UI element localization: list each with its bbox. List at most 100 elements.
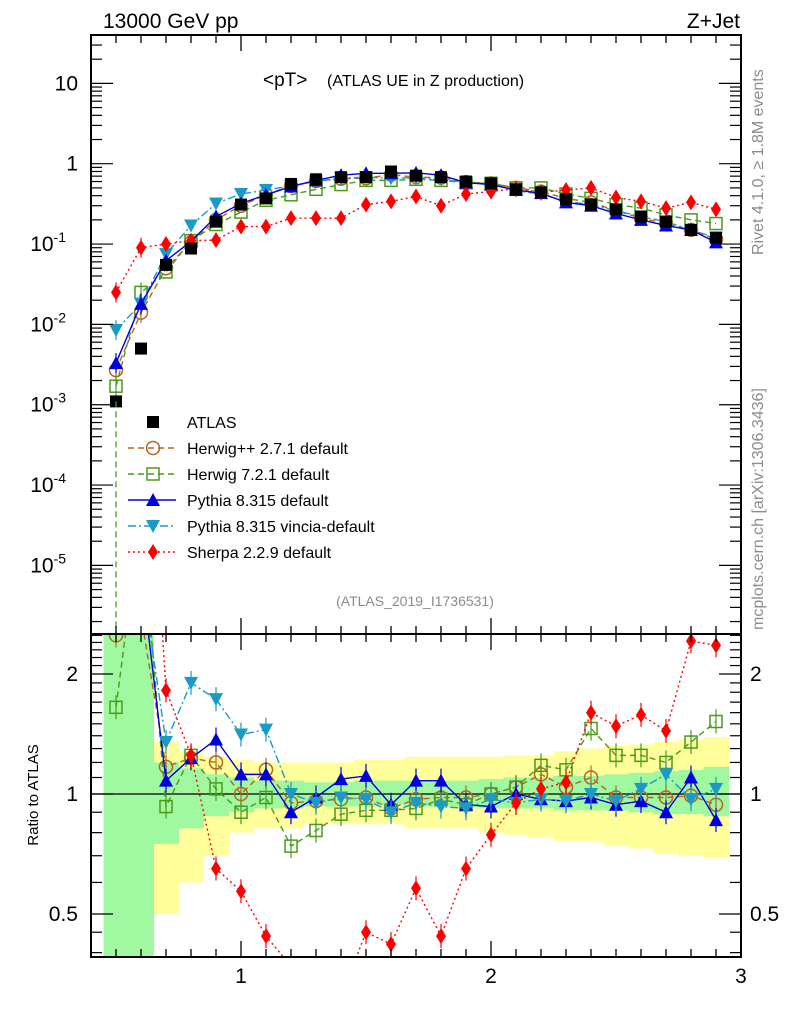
data-point	[686, 194, 696, 211]
stat-uncertainty-band	[128, 634, 154, 957]
y-tick-label: 1	[66, 153, 78, 176]
data-point	[260, 192, 272, 205]
ratio-data-point	[109, 700, 123, 715]
ratio-data-point	[609, 795, 623, 809]
data-point	[286, 210, 296, 227]
legend-item: Herwig++ 2.7.1 default	[128, 440, 349, 458]
data-point	[611, 189, 621, 206]
ratio-y-tick-label-left: 1	[66, 783, 78, 806]
y-tick-exponent: -2	[54, 309, 67, 325]
ratio-data-point	[236, 883, 246, 900]
x-tick-label: 1	[235, 965, 247, 988]
ratio-data-point	[134, 565, 148, 578]
legend-label: Pythia 8.315 default	[187, 493, 329, 510]
ratio-data-point	[684, 770, 698, 784]
y-tick-label: 10	[55, 72, 78, 95]
y-tick-exponent: -5	[54, 550, 67, 566]
mcplots-label: mcplots.cern.ch [arXiv:1306.3436]	[750, 388, 767, 630]
data-point	[710, 231, 722, 244]
data-point	[485, 177, 497, 190]
ratio-data-point	[684, 793, 698, 807]
ratio-data-point	[359, 768, 373, 782]
ratio-data-point	[209, 693, 223, 707]
ratio-data-point	[611, 718, 621, 735]
analysis-id-label: (ATLAS_2019_I1736531)	[336, 593, 494, 609]
data-point	[310, 173, 322, 186]
y-tick-label: 10-1	[30, 229, 66, 256]
series-atlas	[110, 165, 722, 408]
series-herwig-7-2-1-default	[109, 172, 723, 397]
ratio-data-point	[336, 989, 346, 1005]
ratio-data-point	[159, 736, 173, 750]
ratio-data-point	[209, 732, 223, 746]
ratio-data-point	[436, 928, 446, 945]
data-point	[585, 198, 597, 211]
ratio-data-point	[234, 767, 248, 781]
ratio-data-point	[284, 787, 298, 801]
ratio-data-point	[259, 790, 273, 805]
ratio-data-point	[208, 755, 224, 770]
legend-label: Sherpa 2.2.9 default	[187, 545, 332, 562]
ratio-data-point	[386, 936, 396, 953]
ratio-data-point	[409, 773, 423, 787]
data-point	[410, 169, 422, 182]
legend-marker	[147, 416, 159, 428]
ratio-series-pythia-8-315-vincia-default	[149, 634, 723, 825]
data-point	[436, 197, 446, 214]
data-point	[285, 177, 297, 190]
data-point	[386, 193, 396, 210]
y-tick-exponent: -4	[54, 470, 67, 486]
data-point	[209, 197, 223, 211]
data-point	[236, 218, 246, 235]
ratio-data-point	[461, 860, 471, 877]
ratio-data-point	[484, 793, 498, 807]
y-tick-label: 10-4	[30, 470, 66, 497]
ratio-data-point	[634, 782, 648, 796]
ratio-data-point	[184, 676, 198, 690]
ratio-data-point	[334, 791, 348, 805]
stat-uncertainty-band	[103, 634, 129, 957]
ratio-data-point	[534, 758, 548, 773]
data-point	[411, 188, 421, 205]
y-tick-label: 10-2	[30, 309, 66, 336]
data-point	[160, 258, 172, 271]
ratio-data-point	[634, 748, 648, 763]
process-label: Z+Jet	[687, 10, 740, 33]
ratio-data-point	[135, 609, 148, 622]
data-point	[385, 165, 397, 178]
legend-marker	[146, 520, 160, 533]
legend-item: Herwig 7.2.1 default	[128, 467, 330, 484]
data-point	[360, 171, 372, 184]
data-point	[660, 215, 672, 228]
data-point	[661, 200, 671, 217]
legend-item: Pythia 8.315 default	[128, 493, 329, 510]
x-tick-label: 2	[485, 965, 497, 988]
ratio-y-tick-label-right: 2	[750, 663, 762, 686]
data-point	[185, 242, 197, 255]
ratio-data-point	[311, 978, 321, 994]
data-point	[510, 183, 522, 196]
data-point	[711, 201, 721, 218]
ratio-y-tick-label-right: 1	[750, 783, 762, 806]
ratio-data-point	[536, 780, 546, 797]
legend-marker	[146, 493, 160, 506]
ratio-data-point	[684, 735, 698, 749]
data-point	[361, 196, 371, 213]
ratio-data-point	[111, 251, 121, 267]
series-line	[115, 178, 717, 387]
ratio-data-point	[711, 637, 721, 654]
plot-title-sub: (ATLAS UE in Z production)	[327, 73, 524, 90]
ratio-data-point	[234, 805, 248, 819]
legend-marker	[146, 467, 160, 481]
legend: ATLAS Herwig++ 2.7.1 default Herwig 7.2.1 …	[128, 415, 375, 562]
data-point	[211, 232, 221, 249]
data-point	[685, 223, 697, 236]
ratio-data-point	[361, 924, 371, 941]
legend-marker	[148, 544, 158, 560]
ratio-y-tick-label-left: 2	[66, 663, 78, 686]
ratio-data-point	[709, 714, 723, 729]
data-point	[610, 203, 622, 216]
ratio-data-point	[511, 794, 521, 811]
x-tick-label: 3	[735, 965, 747, 988]
